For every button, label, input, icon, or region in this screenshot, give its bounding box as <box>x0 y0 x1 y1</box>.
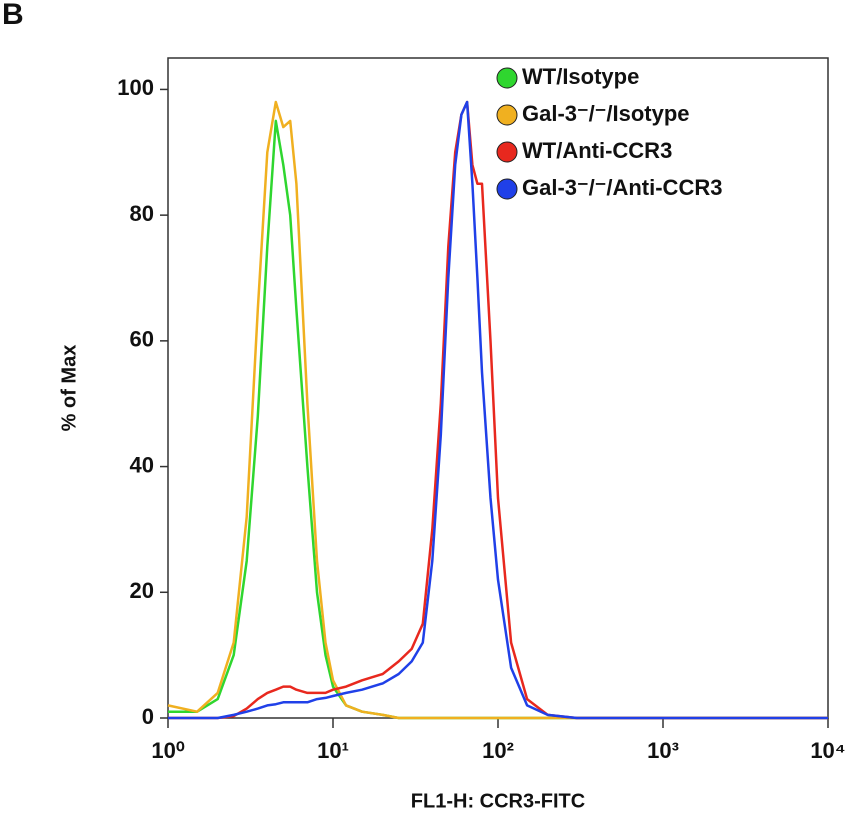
x-tick-label: 10³ <box>647 738 679 763</box>
y-tick-label: 20 <box>130 578 154 603</box>
y-axis-label: % of Max <box>58 345 80 432</box>
legend-label: WT/Anti-CCR3 <box>522 138 672 163</box>
panel-label: B <box>2 0 24 31</box>
series-line <box>167 100 828 720</box>
series-line <box>168 100 828 720</box>
legend-label: WT/Isotype <box>522 64 639 89</box>
x-tick-label: 10⁰ <box>151 738 184 763</box>
legend-label: Gal-3⁻/⁻/Anti-CCR3 <box>522 175 722 200</box>
series-line <box>168 119 828 720</box>
y-tick-label: 40 <box>130 452 154 477</box>
legend-marker <box>496 178 518 200</box>
y-tick-label: 100 <box>117 75 154 100</box>
y-tick-label: 60 <box>130 327 154 352</box>
x-tick-label: 10¹ <box>317 738 349 763</box>
legend-marker <box>496 104 518 126</box>
legend-marker <box>496 141 518 163</box>
y-tick-label: 80 <box>130 201 154 226</box>
legend-label: Gal-3⁻/⁻/Isotype <box>522 101 690 126</box>
series-line <box>168 100 828 720</box>
x-tick-label: 10² <box>482 738 514 763</box>
legend-marker <box>496 67 518 89</box>
x-tick-label: 10⁴ <box>810 738 845 763</box>
x-axis-label: FL1-H: CCR3-FITC <box>411 790 585 812</box>
y-tick-label: 0 <box>142 704 154 729</box>
